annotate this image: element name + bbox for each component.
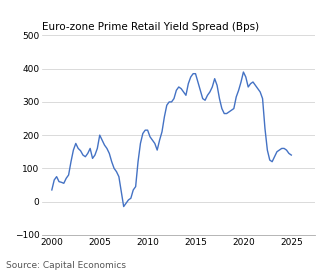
Text: Source: Capital Economics: Source: Capital Economics	[6, 261, 126, 270]
Text: Euro-zone Prime Retail Yield Spread (Bps): Euro-zone Prime Retail Yield Spread (Bps…	[42, 22, 259, 32]
